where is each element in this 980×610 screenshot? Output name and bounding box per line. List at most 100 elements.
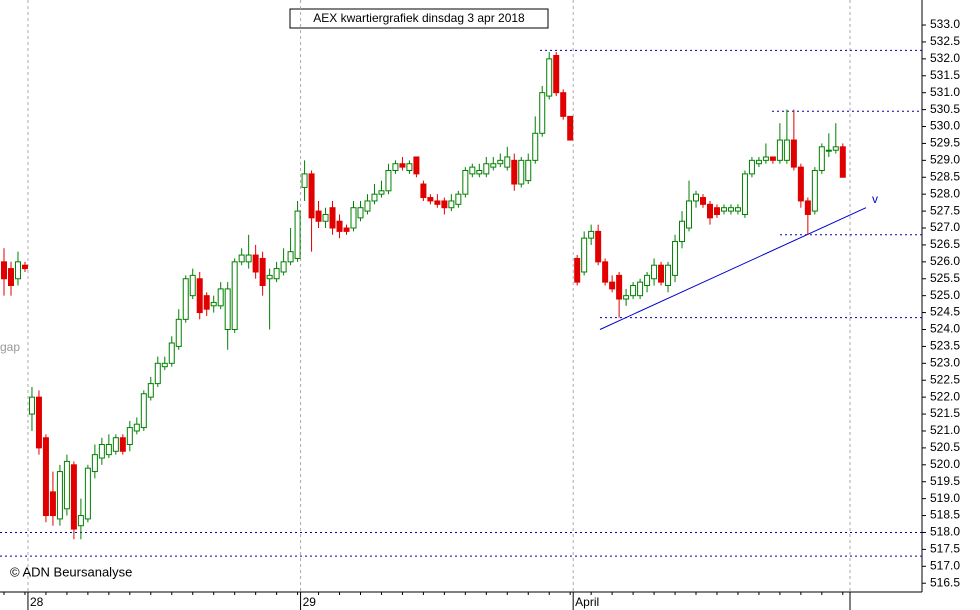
candle-body [315,210,322,222]
candle-body [406,163,413,171]
y-tick-label: 525.0 [930,288,960,302]
candle-body [797,166,804,202]
candle-body [644,274,651,287]
candle-body [483,163,490,175]
y-tick-label: 528.5 [930,169,960,183]
candle-body [28,396,35,415]
y-tick-label: 526.0 [930,254,960,268]
title-box [289,8,549,29]
candle-body [448,200,455,209]
candle-body [112,437,119,452]
x-tick-label: 29 [303,595,317,609]
candle-body [350,207,357,229]
candle-body [762,156,769,161]
candle-body [706,203,713,219]
candle-body [790,139,797,168]
y-tick-label: 522.0 [930,389,960,403]
candle-body [532,132,539,161]
candle-body [741,173,748,215]
candle-body [294,210,301,259]
candle-body [609,281,616,290]
gap-label: gap [0,340,20,354]
candle-body [168,342,175,364]
y-tick-label: 530.5 [930,102,960,116]
candle-body [811,169,818,212]
candle-body [581,237,588,273]
candle-body [748,159,755,175]
candle-body [49,491,56,517]
candle-body [825,149,832,152]
candle-body [518,159,525,185]
candle-body [399,163,406,168]
y-tick-label: 523.0 [930,355,960,369]
candle-body [21,264,28,270]
candle-body [574,257,581,283]
candle-body [1,261,7,280]
candle-body [769,156,776,161]
candle-body [665,264,672,287]
candle-body [616,274,623,300]
candle-body [658,264,665,283]
y-tick-label: 521.5 [930,406,960,420]
candle-body [497,159,504,165]
candle-body [818,146,825,171]
candle-body [420,183,427,199]
candle-body [755,159,762,165]
candle-body [266,274,273,280]
candle-body [287,251,294,263]
candle-body [476,169,483,175]
candle-body [161,362,168,368]
candle-body [119,437,126,452]
candle-body [539,92,546,134]
candle-body [280,261,287,273]
candle-body [525,159,532,182]
candle-body [637,281,644,297]
candle-body [7,268,14,287]
candle-body [693,193,700,202]
chart-title: AEX kwartiergrafiek dinsdag 3 apr 2018 [313,11,525,25]
candle-body [455,193,462,205]
candle-body [63,460,70,510]
y-tick-label: 519.0 [930,491,960,505]
candle-body [147,383,154,398]
y-tick-label: 530.0 [930,119,960,133]
candle-body [427,197,434,202]
x-tick-label: April [575,595,599,609]
candle-body [364,200,371,212]
candle-body [98,444,105,459]
y-tick-label: 527.5 [930,203,960,217]
candle-body [210,301,217,307]
candle-body [679,220,686,243]
candle-body [490,163,497,168]
y-tick-label: 524.0 [930,322,960,336]
candle-body [553,54,560,94]
candle-body [776,139,783,161]
y-tick-label: 529.5 [930,136,960,150]
candle-body [413,156,420,175]
candle-body [567,115,574,141]
candle-body [203,295,210,310]
candle-body [434,200,441,205]
x-tick-label: 28 [30,595,44,609]
candle-body [595,230,602,263]
candle-body [42,437,49,517]
candle-body [832,146,839,151]
candle-body [602,261,609,283]
candle-body [329,207,336,229]
y-tick-label: 523.5 [930,339,960,353]
candle-body [734,207,741,212]
y-tick-label: 526.5 [930,237,960,251]
candle-body [686,200,693,229]
y-tick-label: 520.5 [930,440,960,454]
candle-body [378,190,385,195]
candle-body [140,393,147,429]
candle-body [623,295,630,300]
candle-body [441,200,448,209]
candle-body [154,362,161,385]
candle-body [301,173,308,188]
candle-body [182,278,189,320]
y-tick-label: 527.0 [930,220,960,234]
y-tick-label: 528.0 [930,186,960,200]
